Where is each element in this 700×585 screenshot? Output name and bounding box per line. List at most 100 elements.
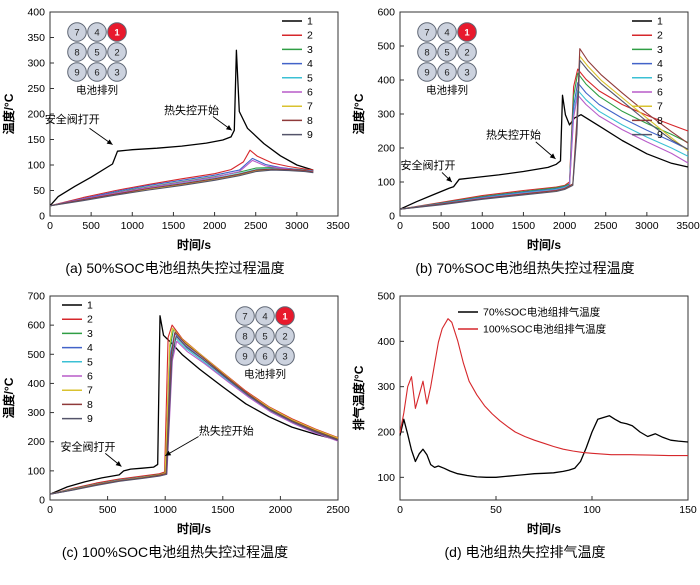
svg-text:3500: 3500 bbox=[326, 220, 350, 232]
svg-text:8: 8 bbox=[242, 331, 247, 342]
svg-text:300: 300 bbox=[27, 407, 45, 419]
svg-text:2: 2 bbox=[657, 30, 663, 42]
svg-text:1500: 1500 bbox=[162, 220, 186, 232]
svg-text:1000: 1000 bbox=[154, 504, 178, 516]
svg-text:100: 100 bbox=[27, 160, 45, 172]
svg-text:0: 0 bbox=[397, 220, 403, 232]
svg-text:4: 4 bbox=[94, 27, 99, 38]
svg-text:1500: 1500 bbox=[211, 504, 235, 516]
svg-text:9: 9 bbox=[307, 129, 313, 141]
svg-text:100: 100 bbox=[377, 471, 395, 483]
svg-text:500: 500 bbox=[27, 348, 45, 360]
svg-text:7: 7 bbox=[242, 311, 247, 322]
svg-text:4: 4 bbox=[444, 27, 449, 38]
svg-text:6: 6 bbox=[307, 87, 313, 99]
chart-a-canvas: 0 500 1000 1500 2000 2500 3000 3500 0 50 100 150 200… bbox=[1, 7, 350, 253]
svg-text:400: 400 bbox=[377, 335, 395, 347]
svg-text:2: 2 bbox=[282, 331, 287, 342]
svg-text:1: 1 bbox=[307, 16, 313, 28]
figure-grid: 0 500 1000 1500 2000 2500 3000 3500 0 50 100 150 200… bbox=[0, 4, 700, 572]
subplot-a: 0 500 1000 1500 2000 2500 3000 3500 0 50 100 150 200… bbox=[0, 4, 350, 288]
svg-text:50: 50 bbox=[33, 185, 45, 197]
svg-text:0: 0 bbox=[47, 504, 53, 516]
svg-text:5: 5 bbox=[307, 72, 313, 84]
caption-a: (a) 50%SOC电池组热失控过程温度 bbox=[65, 260, 285, 276]
svg-text:6: 6 bbox=[87, 370, 93, 382]
svg-text:7: 7 bbox=[657, 101, 663, 113]
svg-text:温度/°C: 温度/°C bbox=[1, 93, 16, 134]
svg-text:1: 1 bbox=[87, 299, 93, 311]
svg-text:8: 8 bbox=[307, 115, 313, 127]
svg-text:温度/°C: 温度/°C bbox=[351, 93, 366, 134]
svg-text:2000: 2000 bbox=[203, 220, 227, 232]
svg-text:7: 7 bbox=[424, 27, 429, 38]
svg-text:5: 5 bbox=[262, 331, 267, 342]
svg-text:0: 0 bbox=[389, 211, 395, 223]
chart-c-canvas: 0 500 1000 1500 2000 2500 0 100 200 300 400 500 600 7… bbox=[1, 290, 350, 536]
svg-text:200: 200 bbox=[27, 436, 45, 448]
svg-text:500: 500 bbox=[99, 504, 117, 516]
svg-text:3500: 3500 bbox=[676, 220, 700, 232]
svg-text:6: 6 bbox=[262, 351, 267, 362]
svg-text:3: 3 bbox=[87, 327, 93, 339]
svg-text:2: 2 bbox=[464, 47, 469, 58]
svg-text:时间/s: 时间/s bbox=[527, 237, 561, 252]
svg-text:50: 50 bbox=[490, 504, 502, 516]
svg-text:400: 400 bbox=[27, 7, 45, 19]
svg-text:5: 5 bbox=[87, 356, 93, 368]
svg-text:2500: 2500 bbox=[326, 504, 350, 516]
svg-text:700: 700 bbox=[27, 290, 45, 302]
svg-text:1000: 1000 bbox=[471, 220, 495, 232]
svg-text:300: 300 bbox=[27, 58, 45, 70]
svg-text:500: 500 bbox=[82, 220, 100, 232]
svg-text:排气温度/°C: 排气温度/°C bbox=[351, 365, 366, 430]
svg-text:安全阀打开: 安全阀打开 bbox=[61, 439, 116, 453]
svg-text:5: 5 bbox=[657, 72, 663, 84]
chart-b-canvas: 0 500 1000 1500 2000 2500 3000 3500010020030040… bbox=[351, 7, 700, 253]
svg-text:2000: 2000 bbox=[553, 220, 577, 232]
svg-text:9: 9 bbox=[74, 67, 79, 78]
svg-text:安全阀打开: 安全阀打开 bbox=[400, 158, 455, 172]
svg-text:7: 7 bbox=[74, 27, 79, 38]
subplot-b: 0 500 1000 1500 2000 2500 3000 3500 0 100 200 300 40… bbox=[350, 4, 700, 288]
svg-text:4: 4 bbox=[307, 58, 313, 70]
svg-text:300: 300 bbox=[377, 109, 395, 121]
svg-text:150: 150 bbox=[27, 134, 45, 146]
svg-text:150: 150 bbox=[679, 504, 697, 516]
svg-text:2000: 2000 bbox=[269, 504, 293, 516]
svg-text:100%SOC电池组排气温度: 100%SOC电池组排气温度 bbox=[483, 322, 607, 335]
svg-text:8: 8 bbox=[74, 47, 79, 58]
svg-text:9: 9 bbox=[424, 67, 429, 78]
svg-text:3: 3 bbox=[464, 67, 469, 78]
svg-text:安全阀打开: 安全阀打开 bbox=[45, 112, 100, 126]
svg-text:1: 1 bbox=[114, 27, 120, 38]
svg-text:6: 6 bbox=[657, 87, 663, 99]
svg-text:3000: 3000 bbox=[635, 220, 659, 232]
svg-text:时间/s: 时间/s bbox=[527, 521, 561, 536]
svg-text:3000: 3000 bbox=[285, 220, 309, 232]
svg-text:热失控开始: 热失控开始 bbox=[199, 423, 254, 437]
caption-c: (c) 100%SOC电池组热失控过程温度 bbox=[61, 543, 289, 560]
svg-text:9: 9 bbox=[657, 129, 663, 141]
svg-text:7: 7 bbox=[307, 101, 313, 113]
svg-text:7: 7 bbox=[87, 384, 93, 396]
svg-text:5: 5 bbox=[444, 47, 449, 58]
subplot-d: 0 50 100 150 100 200 300 400 500 时间/s 排气温度/°C 70%SO… bbox=[350, 288, 700, 572]
subplot-c: 0 500 1000 1500 2000 2500 0 100 200 300 400 500 600 7… bbox=[0, 288, 350, 572]
svg-text:1: 1 bbox=[464, 27, 470, 38]
svg-text:300: 300 bbox=[377, 381, 395, 393]
svg-text:200: 200 bbox=[27, 109, 45, 121]
svg-text:3: 3 bbox=[307, 44, 313, 56]
svg-text:4: 4 bbox=[262, 311, 267, 322]
svg-text:1: 1 bbox=[282, 311, 288, 322]
svg-text:温度/°C: 温度/°C bbox=[1, 377, 16, 418]
chart-d-canvas: 0 50 100 150 100 200 300 400 500 时间/s 排气温度/°C 70%SO… bbox=[351, 290, 697, 536]
svg-text:500: 500 bbox=[377, 290, 395, 302]
svg-text:热失控开始: 热失控开始 bbox=[164, 103, 219, 117]
svg-text:1000: 1000 bbox=[121, 220, 145, 232]
svg-text:500: 500 bbox=[377, 41, 395, 53]
svg-text:时间/s: 时间/s bbox=[177, 521, 211, 536]
svg-text:2: 2 bbox=[114, 47, 119, 58]
svg-text:3: 3 bbox=[282, 351, 287, 362]
svg-text:2: 2 bbox=[307, 30, 313, 42]
